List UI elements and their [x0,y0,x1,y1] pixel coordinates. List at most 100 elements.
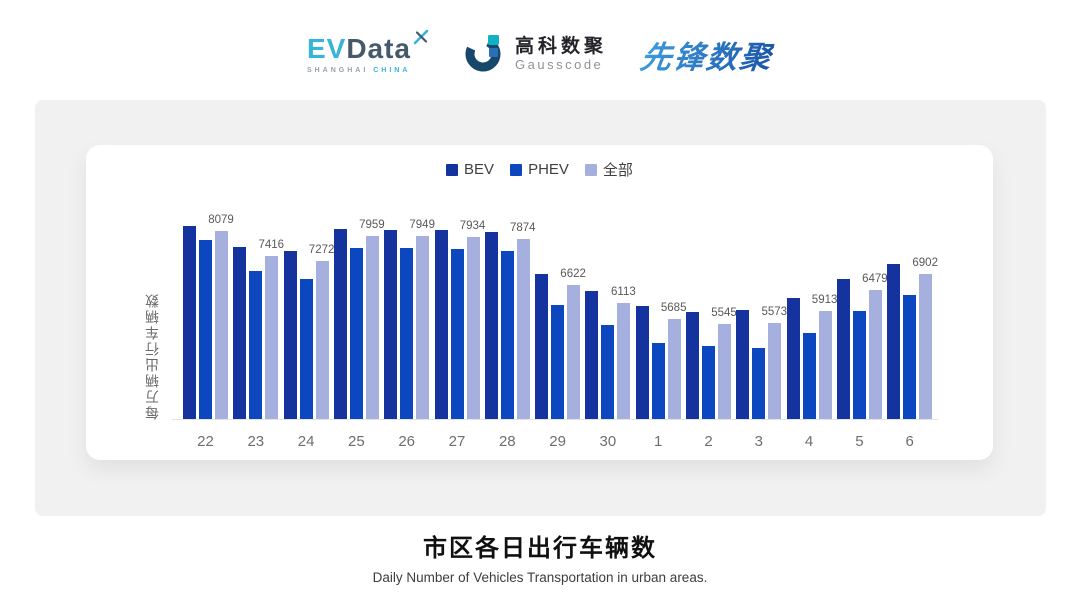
bar-phev [349,248,363,419]
bar-phev [852,310,866,419]
evdata-sub-shanghai: SHANGHAI [306,66,369,74]
bar-phev [199,239,212,419]
x-axis-label: 6 [905,433,914,450]
legend-item-all[interactable]: 全部 [584,159,633,180]
x-axis-baseline [172,419,938,420]
value-label: 7272 [308,243,335,256]
bar-group: 5685 1 [635,179,686,450]
legend-swatch-icon [584,163,597,176]
bar-group: 7272 24 [283,179,334,450]
bar-bev [233,247,247,419]
gausscode-ring-icon [463,31,505,78]
bar-bev [535,274,549,419]
value-label: 6479 [862,272,888,285]
pioneer-logo: 先锋数聚 [638,32,776,77]
bar-phev [802,332,816,419]
gausscode-logo: 高科数聚 Gausscode [463,31,607,78]
bar-all [818,310,832,419]
plot-area: 8079 22 7416 23 7272 24 7959 25 7949 26 7934 27 7874… [183,179,943,450]
caption-title: 市区各日出行车辆数 [423,534,657,562]
bar-group: 6113 30 [585,179,636,450]
bar-phev [249,271,263,419]
gausscode-en-text: Gausscode [515,57,604,73]
x-axis-label: 24 [297,433,315,450]
evdata-spark-icon [413,29,429,49]
bar-phev [752,347,766,419]
bar-bev [836,279,850,419]
bar-group: 7959 25 [333,179,385,450]
x-axis-label: 2 [704,433,713,450]
x-axis-label: 3 [754,433,763,450]
bar-group: 5573 3 [736,179,787,450]
bar-all [466,236,480,419]
bar-group: 5545 2 [686,179,737,450]
bar-phev [651,343,665,419]
value-label: 5573 [761,306,788,319]
bar-group: 7949 26 [384,179,435,450]
bar-all [868,289,882,419]
bar-group: 7874 28 [484,179,536,450]
bar-bev [333,228,347,419]
bar-bev [786,298,800,419]
bar-all [416,236,430,419]
x-axis-label: 25 [348,433,365,450]
value-label: 7934 [459,219,486,232]
value-label: 6622 [560,267,586,280]
value-label: 5913 [811,293,838,306]
bar-phev [903,295,917,419]
bar-all [265,255,279,419]
chart-legend: BEV PHEV 全部 [86,159,993,180]
evdata-data-text: Data [346,32,412,64]
bar-bev [635,306,649,419]
evdata-ev-text: EV [306,32,347,64]
x-axis-label: 22 [197,433,214,450]
caption-subtitle: Daily Number of Vehicles Transportation … [372,570,708,585]
bar-all [315,260,329,419]
x-axis-label: 23 [247,433,265,450]
value-label: 7949 [409,219,435,232]
bar-bev [434,229,448,419]
bar-bev [484,232,498,419]
gausscode-cn-text: 高科数聚 [515,35,608,57]
x-axis-label: 28 [498,433,516,450]
bar-phev [450,249,464,419]
bar-phev [702,346,715,419]
bar-all [768,323,782,419]
bar-all [516,238,530,419]
bar-group: 6902 6 [887,179,938,450]
bar-phev [601,325,615,419]
legend-label: PHEV [528,161,569,178]
bar-bev [384,229,398,419]
value-label: 6113 [611,286,636,299]
bar-group: 6622 29 [535,179,586,450]
evdata-sub-china: CHINA [373,66,411,74]
bar-bev [686,311,699,419]
x-axis-label: 29 [549,433,566,450]
bar-phev [551,305,565,419]
legend-swatch-icon [510,163,523,176]
legend-swatch-icon [446,163,459,176]
bar-bev [585,290,599,419]
pioneer-text: 先锋数聚 [638,32,776,77]
legend-label: 全部 [602,162,633,179]
value-label: 5685 [660,302,687,314]
bar-phev [500,250,514,419]
bar-all [617,303,631,419]
legend-item-phev[interactable]: PHEV [510,161,569,178]
value-label: 5545 [711,307,737,320]
bar-all [919,274,933,419]
bar-bev [283,250,297,419]
x-axis-label: 30 [599,433,617,450]
chart-panel: BEV PHEV 全部 每万辆出行车辆数 8079 22 7416 23 7272 24 795… [35,100,1046,516]
bar-phev [400,248,414,419]
bar-all [215,231,228,419]
bar-group: 6479 5 [836,179,888,450]
value-label: 7959 [359,218,385,231]
x-axis-label: 5 [855,433,864,450]
bar-all [718,324,731,419]
bar-group: 8079 22 [183,179,234,450]
bar-phev [299,279,313,419]
chart-caption: 市区各日出行车辆数 Daily Number of Vehicles Trans… [0,528,1080,585]
value-label: 7874 [510,221,536,234]
legend-item-bev[interactable]: BEV [446,161,494,178]
